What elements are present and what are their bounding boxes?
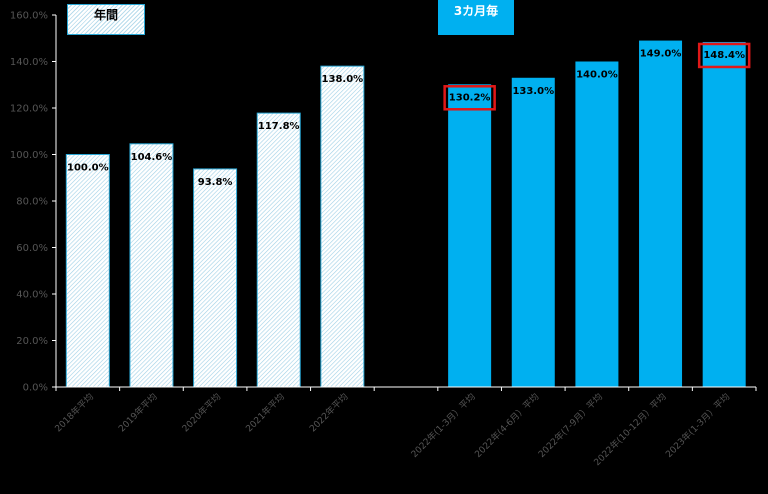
data-label: 104.6% (131, 152, 173, 163)
x-tick-label: 2021年平均 (243, 391, 287, 435)
x-tick-label: 2022年(10-12月）平均 (591, 391, 668, 468)
bars (65, 40, 746, 388)
x-tick-label: 2023年(1-3月）平均 (663, 391, 732, 460)
x-tick-label: 2018年平均 (52, 391, 96, 435)
bar (448, 84, 492, 387)
data-label: 130.2% (449, 92, 491, 103)
x-tick-label: 2022年平均 (307, 391, 351, 435)
data-label: 138.0% (322, 74, 364, 85)
bar (256, 112, 301, 388)
data-labels: 100.0% 104.6% 93.8% 117.8% 138.0% 130.2% 133.0… (67, 49, 745, 188)
bar (511, 77, 555, 388)
y-axis: 0.0% 20.0% 40.0% 60.0% 80.0% 100.0% 120.0% 140.… (10, 11, 57, 394)
y-tick-label: 100.0% (10, 150, 48, 161)
x-tick-label: 2022年(4-6月）平均 (472, 391, 541, 460)
data-label: 93.8% (198, 177, 233, 188)
bar (320, 65, 365, 388)
highlight-box (443, 85, 496, 111)
data-label: 140.0% (576, 70, 618, 81)
y-tick-label: 20.0% (16, 336, 48, 347)
bar (129, 143, 174, 388)
bar (65, 154, 110, 388)
data-label: 100.0% (67, 163, 109, 174)
bar (702, 41, 746, 387)
y-tick-label: 60.0% (16, 243, 48, 254)
bar (193, 168, 238, 388)
highlight-box (697, 42, 751, 69)
y-tick-label: 140.0% (10, 57, 48, 68)
y-tick-label: 40.0% (16, 290, 48, 301)
legend-annual: 年間 (67, 4, 145, 35)
data-label: 148.4% (703, 50, 745, 61)
data-label: 117.8% (258, 121, 300, 132)
legend-quarterly: 3カ月毎 (438, 0, 514, 35)
x-tick-label: 2019年平均 (116, 391, 160, 435)
x-tick-label: 2022年(7-9月）平均 (536, 391, 605, 460)
x-tick-label: 2020年平均 (179, 391, 223, 435)
x-axis: 2018年平均 2019年平均 2020年平均 2021年平均 2022年平均 2022年… (52, 386, 757, 468)
bar (639, 40, 683, 387)
y-tick-label: 120.0% (10, 104, 48, 115)
y-tick-label: 160.0% (10, 11, 48, 22)
data-label: 133.0% (512, 86, 554, 97)
data-label: 149.0% (640, 49, 682, 60)
highlight-boxes (443, 42, 751, 111)
x-tick-label: 2022年(1-3月）平均 (408, 391, 477, 460)
bar (575, 61, 619, 387)
y-tick-label: 0.0% (23, 383, 48, 394)
y-tick-label: 80.0% (16, 197, 48, 208)
